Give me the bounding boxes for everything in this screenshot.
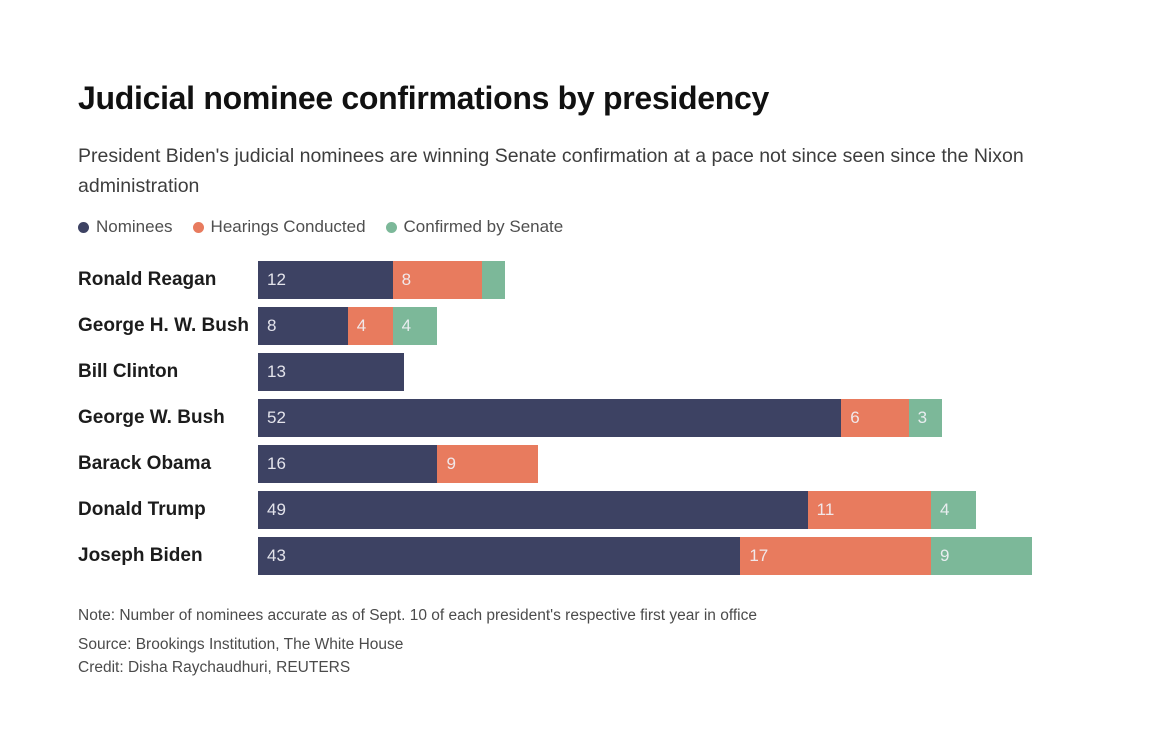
bar-category-label: George W. Bush [78, 407, 225, 428]
source-line: Source: Brookings Institution, The White… [78, 636, 404, 653]
bar-track: 12 8 [258, 261, 1118, 299]
bar-value-label: 9 [446, 454, 456, 473]
bar-value-label: 6 [850, 408, 860, 427]
credit-line: Credit: Disha Raychaudhuri, REUTERS [78, 659, 351, 676]
bar-category-label: Barack Obama [78, 453, 212, 474]
legend-label: Confirmed by Senate [403, 217, 564, 236]
bar-value-label: 8 [401, 270, 412, 289]
bar-value-label: 49 [267, 500, 286, 519]
bar-track: 8 4 4 [258, 307, 1118, 345]
bar-track: 13 [258, 353, 1118, 391]
legend-item-hearings-conducted: Hearings Conducted [192, 217, 366, 237]
bar-value-label: 17 [749, 546, 769, 565]
bar-value-label: 16 [267, 454, 286, 473]
footer: Note: Number of nominees accurate as of … [78, 604, 757, 679]
bar-segment-nominees: 52 [258, 399, 842, 437]
bar-track: 43 17 9 [258, 537, 1118, 575]
bar-value-label: 52 [267, 408, 286, 427]
bar-track: 49 11 4 [258, 491, 1118, 529]
legend-item-nominees: Nominees [78, 217, 173, 237]
bar-segment-confirmed-by-senate [482, 261, 505, 299]
bar-value-label: 3 [917, 408, 928, 427]
bar-value-label: 9 [940, 546, 950, 565]
legend-dot-nominees [78, 221, 89, 233]
bar-value-label: 43 [267, 546, 286, 565]
bar-segment-confirmed-by-senate: 9 [931, 537, 1032, 575]
bar-row-joseph-biden: Joseph Biden 43 17 9 [78, 537, 1118, 575]
bar-segment-confirmed-by-senate: 4 [392, 307, 438, 345]
bar-segment-nominees: 43 [258, 537, 741, 575]
bar-value-label: 11 [816, 500, 835, 519]
legend-item-confirmed-by-senate: Confirmed by Senate [385, 217, 564, 237]
bar-segment-nominees: 12 [258, 261, 393, 299]
bar-row-donald-trump: Donald Trump 49 11 4 [78, 491, 1118, 529]
bar-segment-hearings-conducted: 9 [437, 445, 539, 483]
bar-category-label: Bill Clinton [78, 361, 179, 382]
bar-segment-hearings-conducted: 8 [392, 261, 483, 299]
bar-segment-hearings-conducted: 6 [841, 399, 909, 437]
bar-row-ronald-reagan: Ronald Reagan 12 8 [78, 261, 1118, 299]
legend: Nominees Hearings Conducted Confirmed by S… [78, 217, 563, 237]
bar-category-label: Ronald Reagan [78, 269, 217, 290]
bar-value-label: 12 [267, 270, 286, 289]
bar-row-barack-obama: Barack Obama 16 9 [78, 445, 1118, 483]
chart-title: Judicial nominee confirmations by presid… [78, 80, 769, 116]
bar-segment-hearings-conducted: 17 [740, 537, 932, 575]
bar-value-label: 4 [401, 316, 412, 335]
bar-value-label: 8 [267, 316, 277, 335]
bar-segment-nominees: 13 [258, 353, 404, 391]
bar-segment-confirmed-by-senate: 4 [931, 491, 976, 529]
bar-row-bill-clinton: Bill Clinton 13 [78, 353, 1118, 391]
bar-row-george-h-w-bush: George H. W. Bush 8 4 4 [78, 307, 1118, 345]
footnote: Note: Number of nominees accurate as of … [78, 607, 757, 624]
bar-chart: Ronald Reagan 12 8 George H. W. Bush 8 4 4 Bill… [78, 261, 1118, 575]
bar-track: 16 9 [258, 445, 1118, 483]
bar-category-label: Donald Trump [78, 499, 206, 520]
bar-segment-confirmed-by-senate: 3 [908, 399, 943, 437]
chart-subtitle: President Biden's judicial nominees are … [78, 145, 1024, 197]
bar-value-label: 4 [940, 500, 950, 519]
legend-label: Nominees [96, 217, 173, 236]
legend-dot-hearings-conducted [192, 221, 204, 233]
bar-segment-hearings-conducted: 4 [347, 307, 393, 345]
legend-label: Hearings Conducted [210, 217, 366, 236]
bar-track: 52 6 3 [258, 399, 1118, 437]
bar-category-label: George H. W. Bush [78, 315, 250, 336]
legend-dot-confirmed-by-senate [385, 221, 397, 233]
bar-segment-nominees: 8 [258, 307, 348, 345]
bar-value-label: 13 [267, 362, 286, 381]
bar-value-label: 4 [356, 316, 367, 335]
bar-segment-nominees: 49 [258, 491, 808, 529]
bar-segment-hearings-conducted: 11 [807, 491, 932, 529]
bar-category-label: Joseph Biden [78, 545, 203, 566]
bar-row-george-w-bush: George W. Bush 52 6 3 [78, 399, 1118, 437]
bar-segment-nominees: 16 [258, 445, 438, 483]
